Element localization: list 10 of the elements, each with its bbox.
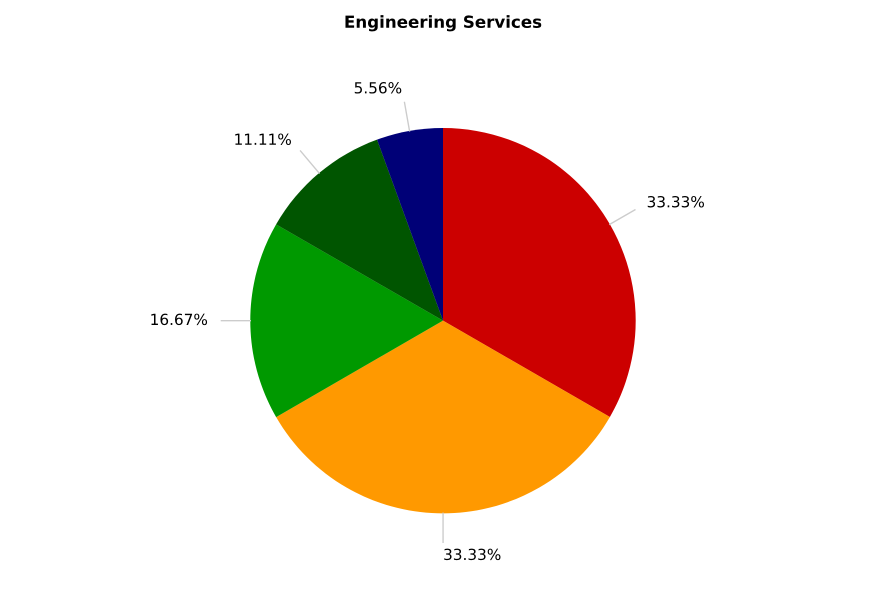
data-label: 5.56% <box>354 82 402 94</box>
pie-slice <box>443 128 636 417</box>
data-label: 11.11% <box>235 133 291 146</box>
pie-slice <box>377 128 443 321</box>
data-label: 33.33% <box>648 196 704 208</box>
data-label: 33.33% <box>444 548 500 560</box>
pie-slice <box>250 224 443 418</box>
pie-slice <box>276 320 610 514</box>
data-label: 16.67% <box>151 314 208 326</box>
chart-title: Engineering Services <box>345 15 542 32</box>
